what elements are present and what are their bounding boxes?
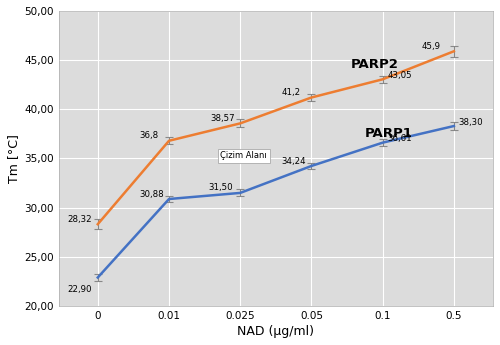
Text: 45,9: 45,9 — [422, 42, 441, 51]
Text: PARP2: PARP2 — [350, 58, 399, 71]
Text: 34,24: 34,24 — [282, 157, 306, 166]
Text: 36,8: 36,8 — [139, 131, 158, 140]
Text: 22,90: 22,90 — [68, 285, 92, 294]
Text: 38,57: 38,57 — [210, 114, 235, 123]
Text: 41,2: 41,2 — [282, 88, 300, 97]
Text: 38,30: 38,30 — [459, 118, 483, 127]
Text: 31,50: 31,50 — [208, 184, 233, 193]
Text: 36,61: 36,61 — [388, 134, 412, 143]
Text: PARP1: PARP1 — [365, 127, 412, 140]
Y-axis label: Tm [°C]: Tm [°C] — [7, 134, 20, 183]
X-axis label: NAD (µg/ml): NAD (µg/ml) — [238, 325, 314, 338]
Text: Çizim Alanı: Çizim Alanı — [220, 151, 267, 160]
Text: 28,32: 28,32 — [68, 215, 92, 224]
Text: 30,88: 30,88 — [139, 189, 164, 199]
Text: 43,05: 43,05 — [388, 71, 412, 80]
